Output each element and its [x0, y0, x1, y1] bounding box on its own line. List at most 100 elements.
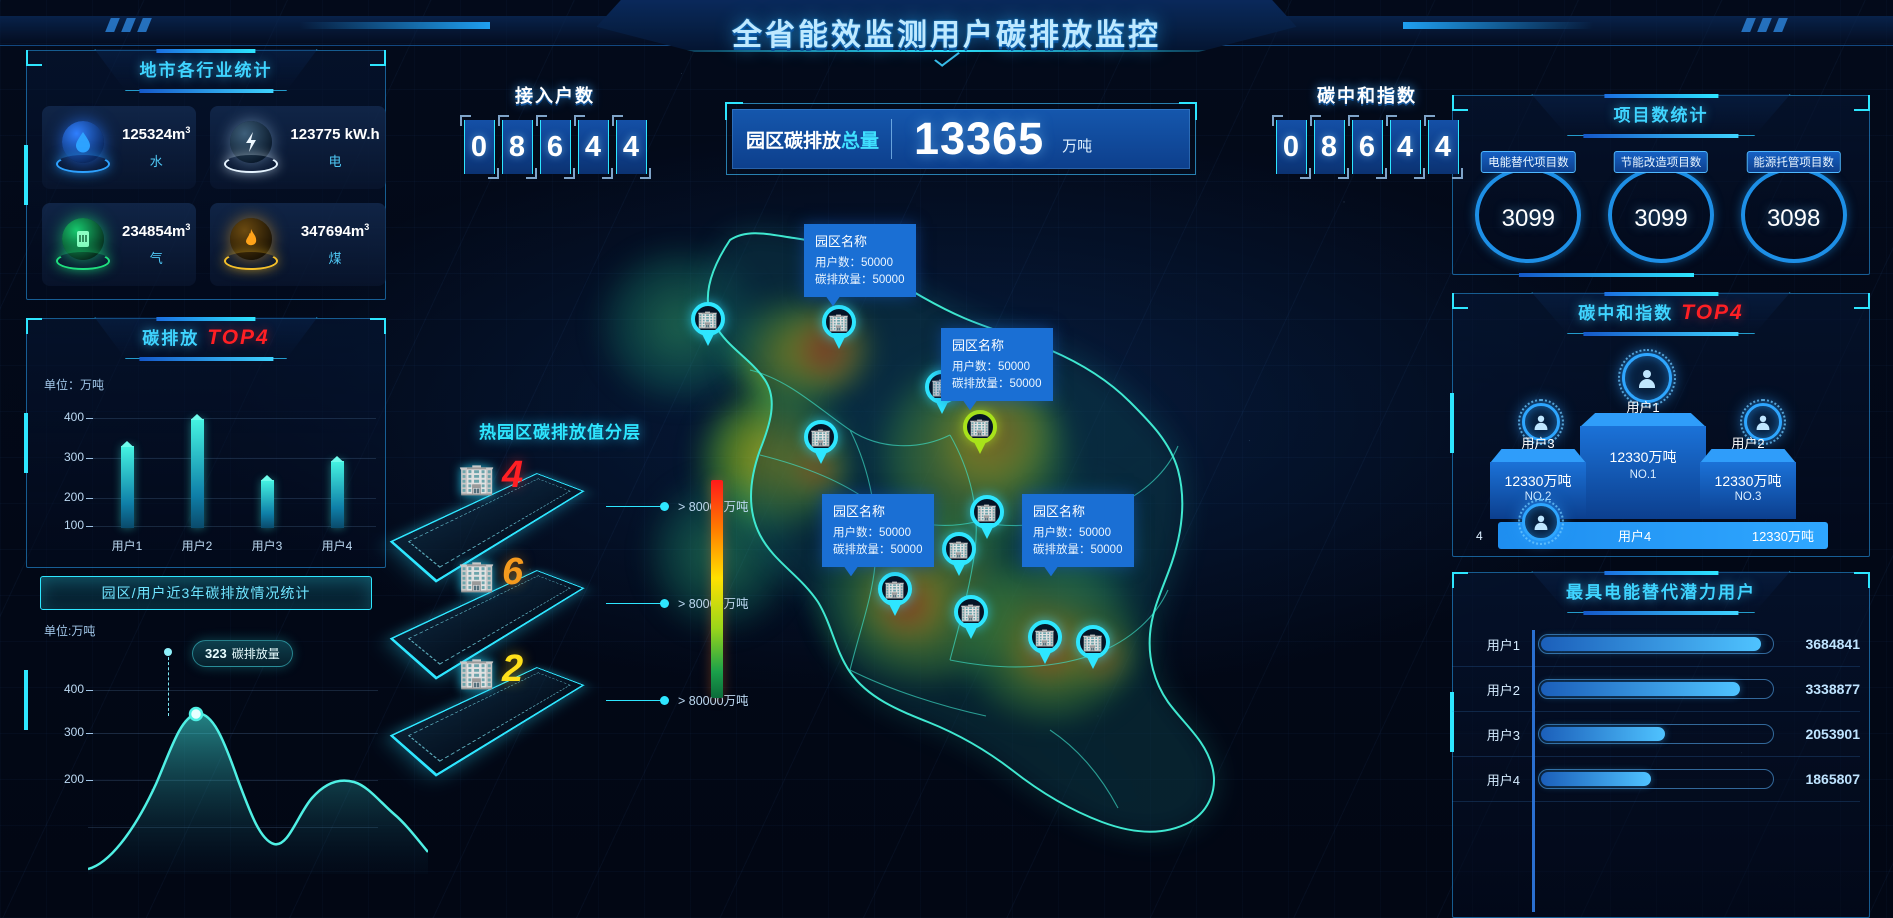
tooltip-emission: 碳排放量：50000	[952, 377, 1042, 390]
row-value: 3338877	[1805, 681, 1860, 697]
building-icon: 🏢	[458, 657, 496, 690]
project-gauge-energy-saving[interactable]: 节能改造项目数 3099	[1602, 151, 1720, 263]
row-user-name: 用户2	[1486, 682, 1520, 698]
tooltip-label: 碳排放量	[231, 647, 280, 661]
podium-rank2[interactable]: 用户3 12330万吨 NO.2	[1490, 436, 1586, 519]
heat-layer-item-3[interactable]: 🏢 2 > 80000万吨	[389, 648, 749, 777]
podium-rank3[interactable]: 用户2 12330万吨 NO.3	[1700, 436, 1796, 519]
heat-layer-item-2[interactable]: 🏢 6 > 80000万吨	[389, 551, 749, 680]
podium-name: 用户1	[1626, 400, 1660, 415]
project-gauge-electric-substitution[interactable]: 电能替代项目数 3099	[1469, 151, 1587, 263]
counter-digit: 8	[497, 115, 537, 179]
line-chart-tooltip: 323 碳排放量	[192, 640, 293, 667]
bar-user1[interactable]	[120, 446, 134, 528]
project-gauges: 电能替代项目数 3099 节能改造项目数 3099 能源托管项目数 3098	[1462, 151, 1860, 263]
industry-card-label: 煤	[328, 251, 342, 266]
carbon-top4-title: 碳排放 TOP4	[142, 326, 270, 349]
podium-name: 用户3	[1521, 436, 1555, 451]
access-users-title: 接入户数	[515, 86, 595, 106]
bar-user2[interactable]	[190, 419, 204, 528]
industry-card-value: 234854m3	[122, 222, 191, 240]
dashboard-header: 全省能效监测用户碳排放监控	[0, 0, 1893, 67]
access-users-digits: 0 8 6 4 4	[400, 115, 710, 179]
industry-card-water[interactable]: 125324m3 水	[42, 106, 197, 189]
gauge-label: 能源托管项目数	[1746, 151, 1841, 173]
y-axis-tick: 400	[40, 410, 93, 424]
tooltip-park-name: 园区名称	[1033, 504, 1086, 519]
industry-card-value: 125324m3	[122, 125, 191, 143]
map-marker-park-green[interactable]: 🏢	[963, 410, 997, 454]
counter-digit: 4	[1385, 115, 1425, 179]
header-dash-left	[300, 22, 490, 29]
gas-canister-icon	[52, 216, 114, 274]
gauge-label: 节能改造项目数	[1613, 151, 1709, 173]
industry-card-value: 347694m3	[300, 222, 370, 240]
heat-layer-title: 热园区碳排放值分层	[479, 423, 641, 442]
potential-users-list: 用户1 3684841 用户2 3338877 用户3 2053901 用户4 …	[1452, 622, 1860, 918]
three-year-area-chart	[88, 706, 428, 874]
potential-users-panel: 最具电能替代潜力用户 用户1 3684841 用户2 3338877 用户3 2…	[1450, 571, 1870, 918]
industry-card-coal[interactable]: 347694m3 煤	[210, 203, 386, 286]
potential-users-title: 最具电能替代潜力用户	[1566, 583, 1756, 602]
total-emission-label: 园区碳排放总量	[746, 130, 880, 152]
y-axis-tick: 300	[40, 725, 93, 739]
podium-rank: NO.1	[1629, 469, 1657, 481]
map-marker-park[interactable]: 🏢	[878, 572, 912, 616]
podium-rank: NO.3	[1734, 491, 1762, 503]
potential-user-row[interactable]: 用户1 3684841	[1452, 622, 1860, 667]
industry-stats-panel: 地市各行业统计 125324m3 水 123775 kW.h	[24, 49, 386, 300]
layer-count: 4	[502, 454, 524, 496]
map-marker-park[interactable]: 🏢	[804, 420, 838, 464]
industry-card-gas[interactable]: 234854m3 气	[42, 203, 197, 286]
map-marker-park[interactable]: 🏢	[691, 302, 725, 346]
gauge-value: 3098	[1766, 205, 1821, 232]
potential-user-row[interactable]: 用户3 2053901	[1452, 712, 1860, 757]
heat-color-scale	[711, 480, 723, 698]
avatar-rank2	[1518, 399, 1564, 445]
lightning-bolt-icon	[220, 119, 282, 177]
tooltip-emission: 碳排放量：50000	[833, 543, 923, 556]
y-axis-tick: 400	[40, 682, 93, 696]
avatar-rank4	[1518, 499, 1564, 545]
industry-card-value: 123775 kW.h	[290, 126, 380, 143]
map-marker-park[interactable]: 🏢	[1076, 625, 1110, 669]
counter-digit: 6	[1347, 115, 1387, 179]
heat-layer-item-1[interactable]: 🏢 4 > 80000万吨	[389, 454, 749, 583]
industry-card-electricity[interactable]: 123775 kW.h 电	[210, 106, 386, 189]
panel-title-decoration	[1531, 571, 1791, 615]
map-tooltip: 园区名称 用户数：50000 碳排放量：50000	[804, 224, 916, 307]
row-user-name: 用户1	[1486, 637, 1520, 653]
podium-name: 用户2	[1731, 436, 1765, 451]
project-gauge-energy-hosting[interactable]: 能源托管项目数 3098	[1735, 151, 1853, 263]
podium-value: 12330万吨	[1504, 473, 1572, 489]
podium-rank1[interactable]: 用户1 12330万吨 NO.1	[1580, 400, 1706, 519]
carbon-index-top4-panel: 碳中和指数 TOP4 用户1 12330万吨 NO.1 用户3 12330万吨 N…	[1450, 292, 1870, 557]
industry-card-label: 电	[328, 154, 342, 169]
carbon-top4-unit: 单位：万吨	[44, 378, 105, 392]
bar-user4[interactable]	[330, 461, 344, 528]
map-marker-park[interactable]: 🏢	[942, 532, 976, 576]
avatar-rank1	[1618, 349, 1676, 407]
carbon-top4-bars	[92, 396, 372, 528]
building-icon: 🏢	[458, 560, 496, 593]
total-emission-value: 13365	[914, 113, 1045, 164]
map-marker-park[interactable]: 🏢	[954, 595, 988, 639]
counter-digit: 0	[1271, 115, 1311, 179]
rank4-index: 4	[1476, 528, 1483, 543]
layer-count: 6	[502, 551, 524, 593]
total-emission-unit: 万吨	[1062, 137, 1093, 155]
podium-area: 用户1 12330万吨 NO.1 用户3 12330万吨 NO.2 用户2 12…	[1462, 341, 1860, 551]
bar-user3[interactable]	[260, 480, 274, 528]
map-marker-park[interactable]: 🏢	[1028, 620, 1062, 664]
water-drop-icon	[52, 119, 114, 177]
panel-bottom-bar	[1518, 273, 1695, 277]
tooltip-value: 323	[205, 646, 227, 661]
podium-title: 碳中和指数 TOP4	[1578, 301, 1744, 324]
carbon-index-title: 碳中和指数	[1317, 86, 1417, 106]
map-marker-park[interactable]: 🏢	[822, 305, 856, 349]
row-progress-track	[1538, 724, 1774, 744]
potential-user-row[interactable]: 用户2 3338877	[1452, 667, 1860, 712]
potential-user-row[interactable]: 用户4 1865807	[1452, 757, 1860, 802]
x-label: 用户3	[251, 539, 283, 553]
carbon-index-digits: 0 8 6 4 4	[1212, 115, 1522, 179]
